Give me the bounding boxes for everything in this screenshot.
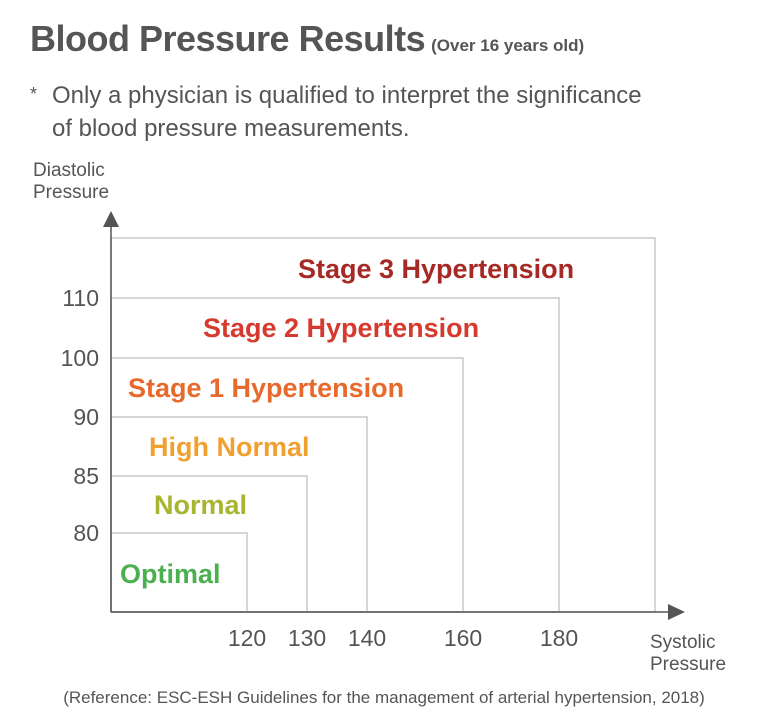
title-subtitle: (Over 16 years old) (431, 36, 585, 55)
zone-label-normal: Normal (154, 490, 247, 520)
y-tick-80: 80 (73, 520, 99, 546)
y-tick-110: 110 (62, 285, 99, 311)
x-axis-title-line-2: Pressure (650, 654, 727, 675)
zone-label-optimal: Optimal (120, 559, 221, 589)
zone-box-stage-3 (110, 237, 656, 613)
note-marker: * (30, 84, 38, 104)
y-axis-arrow (103, 211, 119, 227)
x-axis-arrow (668, 604, 685, 620)
x-tick-140: 140 (348, 625, 386, 651)
zone-label-stage-3: Stage 3 Hypertension (298, 254, 574, 284)
disclaimer-note: * Only a physician is qualified to interp… (30, 78, 750, 145)
x-tick-160: 160 (444, 625, 482, 651)
page-title: Blood Pressure Results (Over 16 years old… (30, 18, 584, 60)
x-axis-title: Systolic Pressure (650, 632, 726, 676)
x-tick-130: 130 (288, 625, 326, 651)
x-tick-180: 180 (540, 625, 578, 651)
zone-label-stage-1: Stage 1 Hypertension (128, 373, 404, 403)
y-tick-85: 85 (73, 463, 99, 489)
y-axis-title-line-2: Pressure (33, 182, 110, 203)
x-tick-120: 120 (228, 625, 266, 651)
zone-label-stage-2: Stage 2 Hypertension (203, 313, 479, 343)
zone-label-high-normal: High Normal (149, 432, 310, 462)
y-axis-title-line-1: Diastolic (33, 160, 105, 181)
y-axis-title: Diastolic Pressure (33, 160, 109, 204)
y-tick-90: 90 (73, 404, 99, 430)
y-tick-100: 100 (61, 345, 99, 371)
note-line-2: of blood pressure measurements. (52, 115, 410, 142)
note-line-1: Only a physician is qualified to interpr… (52, 82, 642, 109)
reference-note: (Reference: ESC-ESH Guidelines for the m… (63, 688, 705, 707)
x-axis-title-line-1: Systolic (650, 632, 716, 653)
title-main: Blood Pressure Results (30, 18, 426, 59)
